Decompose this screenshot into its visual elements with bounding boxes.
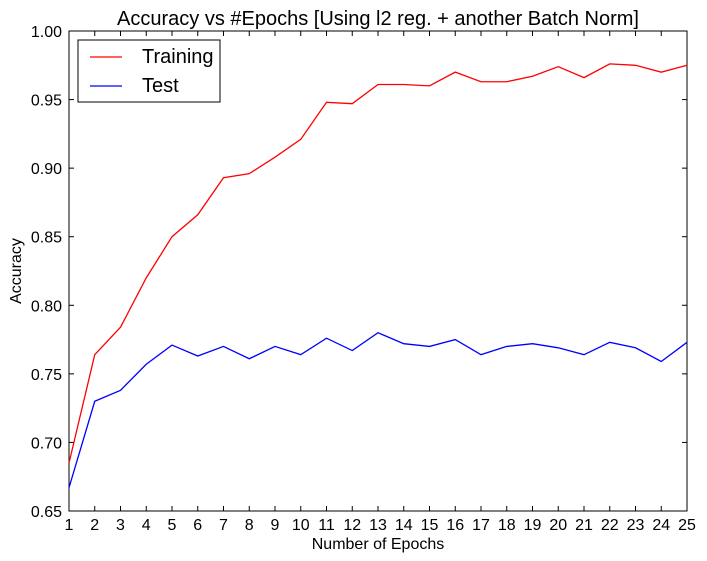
x-axis-label: Number of Epochs	[312, 536, 445, 553]
legend-label-test: Test	[142, 75, 179, 97]
series-line-training	[68, 63, 688, 464]
y-tick-label: 1.00	[31, 24, 62, 41]
x-tick-label: 1	[65, 517, 74, 534]
x-tick-label: 19	[524, 517, 542, 534]
x-tick-label: 8	[245, 517, 254, 534]
x-tick-label: 6	[193, 517, 202, 534]
x-tick-label: 5	[168, 517, 177, 534]
legend-label-training: Training	[142, 46, 214, 68]
x-tick-label: 12	[343, 517, 361, 534]
x-tick-label: 21	[575, 517, 593, 534]
x-tick-label: 23	[627, 517, 645, 534]
legend: Training Test	[77, 39, 221, 103]
y-axis-label: Accuracy	[8, 238, 25, 304]
x-tick-label: 7	[219, 517, 228, 534]
x-tick-label: 2	[90, 517, 99, 534]
x-tick-label: 18	[498, 517, 516, 534]
series-line-test	[68, 331, 688, 488]
y-axis-ticks: 0.65 0.70 0.75 0.80 0.85 0.90 0.95 1.00	[31, 24, 687, 521]
x-tick-label: 10	[292, 517, 310, 534]
plot-frame	[68, 30, 688, 512]
y-tick-label: 0.70	[31, 435, 62, 452]
x-tick-label: 15	[421, 517, 439, 534]
x-tick-label: 11	[318, 517, 335, 534]
y-tick-label: 0.65	[31, 504, 62, 521]
chart-title: Accuracy vs #Epochs [Using l2 reg. + ano…	[117, 8, 639, 30]
x-tick-label: 20	[549, 517, 567, 534]
x-axis-ticks: 1 2 3 4 5 6 7 8 9 10 11 12 13 14 15 16 17 18 19 20 21 22 23 24 2…	[65, 31, 696, 534]
x-tick-label: 9	[271, 517, 280, 534]
x-tick-label: 17	[472, 517, 490, 534]
x-tick-label: 13	[369, 517, 387, 534]
y-tick-label: 0.90	[31, 161, 62, 178]
x-tick-label: 22	[601, 517, 619, 534]
series-lines	[68, 63, 688, 488]
x-tick-label: 4	[142, 517, 151, 534]
y-tick-label: 0.75	[31, 367, 62, 384]
y-tick-label: 0.95	[31, 93, 62, 110]
x-tick-label: 14	[395, 517, 413, 534]
x-tick-label: 16	[446, 517, 464, 534]
y-tick-label: 0.85	[31, 230, 62, 247]
x-tick-label: 3	[116, 517, 125, 534]
x-tick-label: 24	[652, 517, 670, 534]
y-tick-label: 0.80	[31, 298, 62, 315]
x-tick-label: 25	[678, 517, 696, 534]
legend-box	[77, 39, 221, 103]
